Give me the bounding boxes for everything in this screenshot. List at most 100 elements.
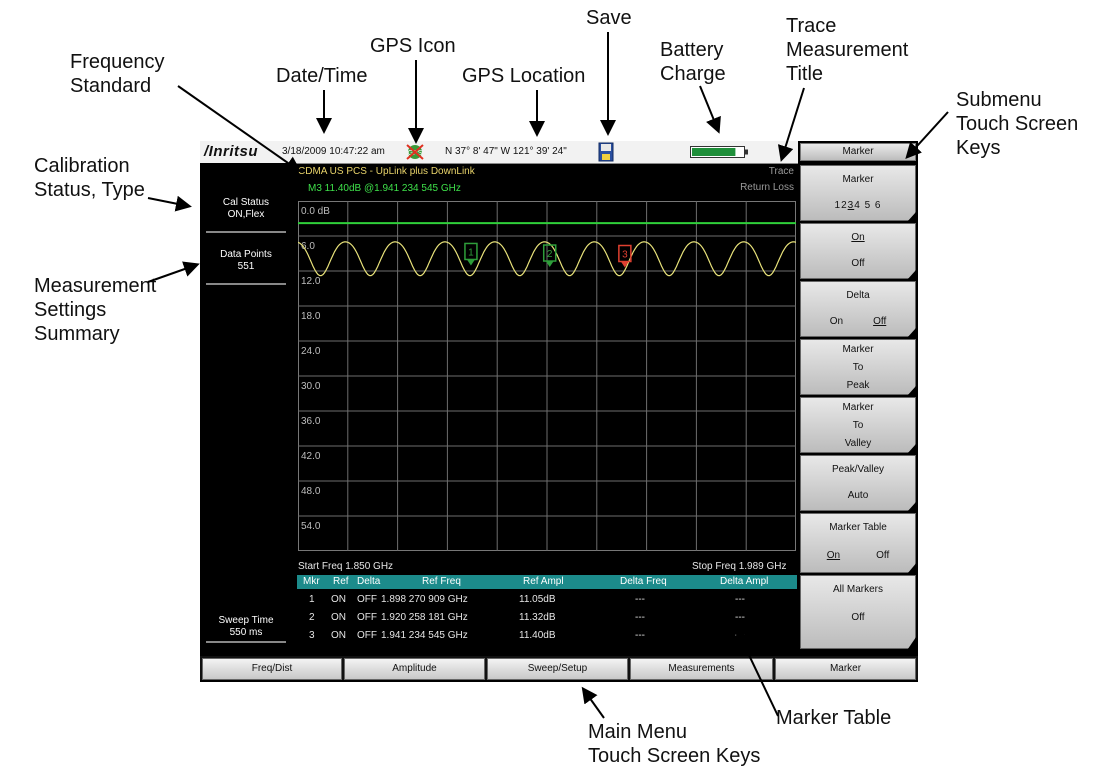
data-points: Data Points 551 [200, 249, 292, 273]
marker-select-label: Marker [842, 174, 874, 185]
callout-submenu-keys: Submenu Touch Screen Keys [956, 89, 1079, 159]
svg-text:3: 3 [622, 250, 628, 261]
cell-ref-ampl: 11.32dB [519, 612, 556, 623]
callout-frequency-standard: Frequency Standard [70, 51, 165, 97]
marker-table-on-off: On Off [826, 550, 890, 561]
all-markers-label: All Markers [832, 584, 883, 595]
delta-label: Delta [846, 290, 870, 301]
marker-to-valley-key[interactable]: Marker To Valley [800, 397, 916, 453]
cell-delta: OFF [357, 594, 377, 605]
cell-ref-ampl: 11.05dB [519, 594, 556, 605]
return-loss-trace [298, 241, 796, 277]
start-freq: Start Freq 1.850 GHz [298, 561, 394, 572]
marker-on-label: On [851, 232, 865, 243]
data-points-value: 551 [237, 261, 255, 272]
cell-delta-freq: --- [635, 630, 645, 641]
marker-table: Mkr Ref Delta Ref Freq Ref Ampl Delta Fr… [297, 575, 797, 655]
instrument-screen: /Inritsu 3/18/2009 10:47:22 am GPS N 37°… [200, 141, 918, 682]
main-key-measurements[interactable]: Measurements [630, 658, 773, 680]
y-tick-label: 12.0 [301, 276, 321, 287]
y-tick-label: 42.0 [301, 451, 321, 462]
callout-main-menu-keys: Main Menu Touch Screen Keys [588, 721, 761, 767]
sweep-time-value: 550 ms [229, 627, 263, 638]
cell-ref: ON [331, 630, 346, 641]
callout-measurement-settings: Measurement Settings Summary [34, 275, 157, 345]
col-delta-ampl: Delta Ampl [720, 576, 769, 587]
delta-on-off: On Off [829, 316, 887, 327]
cell-mkr: 2 [309, 612, 315, 623]
peak-valley-key[interactable]: Peak/Valley Auto [800, 455, 916, 511]
to-valley-line-1: Marker [842, 402, 874, 413]
callout-save: Save [586, 7, 632, 29]
col-mkr: Mkr [303, 576, 320, 587]
divider [206, 231, 286, 233]
delta-key[interactable]: Delta On Off [800, 281, 916, 337]
all-markers-key[interactable]: All Markers Off [800, 575, 916, 649]
peak-valley-label: Peak/Valley [831, 464, 885, 475]
frequency-standard: CDMA US PCS - UpLink plus DownLink [298, 166, 475, 177]
save-icon[interactable] [598, 142, 614, 162]
battery-icon [690, 146, 748, 158]
cell-delta: OFF [357, 630, 377, 641]
marker-2[interactable]: 2 [542, 244, 557, 268]
cell-ref: ON [331, 612, 346, 623]
marker-to-peak-key[interactable]: Marker To Peak [800, 339, 916, 395]
y-tick-label: 36.0 [301, 416, 321, 427]
submenu-keys: Marker Marker 1234 5 6 On Off Delta On Of… [798, 141, 918, 682]
y-tick-label: 54.0 [301, 521, 321, 532]
cell-delta-freq: --- [635, 612, 645, 623]
divider [206, 283, 286, 285]
callout-date-time: Date/Time [276, 65, 368, 87]
cal-status: Cal Status ON,Flex [200, 197, 292, 221]
arrow-calibration [147, 195, 192, 212]
cell-ref-freq: 1.941 234 545 GHz [381, 630, 468, 641]
y-tick-label: 30.0 [301, 381, 321, 392]
to-peak-line-3: Peak [846, 380, 870, 391]
brand-logo: /Inritsu [204, 143, 259, 160]
cell-mkr: 3 [309, 630, 315, 641]
cell-delta-ampl: --- [735, 630, 745, 641]
marker-3[interactable]: 3 [618, 244, 632, 268]
all-markers-value: Off [851, 612, 865, 623]
col-ref: Ref [333, 576, 349, 587]
cal-status-label: Cal Status [222, 197, 270, 208]
callout-calibration-status: Calibration Status, Type [34, 155, 145, 201]
marker-numbers: 1234 5 6 [834, 200, 882, 211]
to-valley-line-3: Valley [844, 438, 872, 449]
main-key-amplitude[interactable]: Amplitude [344, 658, 485, 680]
main-key-sweep-setup[interactable]: Sweep/Setup [487, 658, 628, 680]
col-ref-ampl: Ref Ampl [523, 576, 564, 587]
arrow-battery [699, 85, 721, 134]
to-valley-line-2: To [852, 420, 864, 431]
callout-gps-location: GPS Location [462, 65, 586, 87]
marker-1[interactable]: 1 [464, 242, 478, 266]
sweep-time-label: Sweep Time [218, 615, 274, 626]
sweep-time: Sweep Time 550 ms [200, 615, 292, 639]
gps-icon: GPS [406, 144, 424, 160]
y-tick-label: 18.0 [301, 311, 321, 322]
col-delta-freq: Delta Freq [620, 576, 667, 587]
svg-text:1: 1 [468, 247, 474, 258]
return-loss-graph[interactable]: 0.0 dB 6.0 12.0 18.0 24.0 30.0 36.0 42.0 48.0 54.… [298, 201, 796, 551]
main-key-marker[interactable]: Marker [775, 658, 916, 680]
marker-table-key[interactable]: Marker Table On Off [800, 513, 916, 573]
trace-measurement-title: Return Loss [740, 182, 794, 193]
col-delta: Delta [357, 576, 381, 587]
cell-delta: OFF [357, 612, 377, 623]
data-points-label: Data Points [220, 249, 272, 260]
cell-delta-ampl: --- [735, 612, 745, 623]
trace-label: Trace [768, 166, 794, 177]
marker-readout: M3 11.40dB @1.941 234 545 GHz [308, 183, 461, 194]
callout-gps-icon: GPS Icon [370, 35, 456, 57]
marker-on-off-key[interactable]: On Off [800, 223, 916, 279]
arrow-main-menu [581, 686, 605, 719]
y-tick-label: 24.0 [301, 346, 321, 357]
main-menu-keys: Freq/Dist Amplitude Sweep/Setup Measurem… [200, 656, 918, 680]
main-key-freq-dist[interactable]: Freq/Dist [202, 658, 342, 680]
peak-valley-value: Auto [847, 490, 869, 501]
cell-ref-ampl: 11.40dB [519, 630, 556, 641]
gps-location: N 37° 8' 47" W 121° 39' 24" [445, 146, 567, 157]
svg-text:2: 2 [547, 249, 553, 260]
marker-select-key[interactable]: Marker 1234 5 6 [800, 165, 916, 221]
col-ref-freq: Ref Freq [422, 576, 461, 587]
